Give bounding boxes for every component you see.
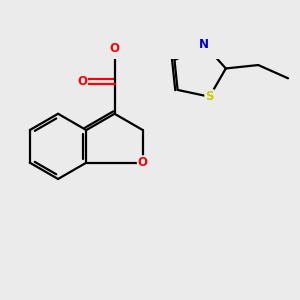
Text: N: N [199,38,209,51]
Text: O: O [138,156,148,169]
Text: O: O [77,75,87,88]
Text: O: O [110,42,119,55]
Text: S: S [205,90,214,103]
